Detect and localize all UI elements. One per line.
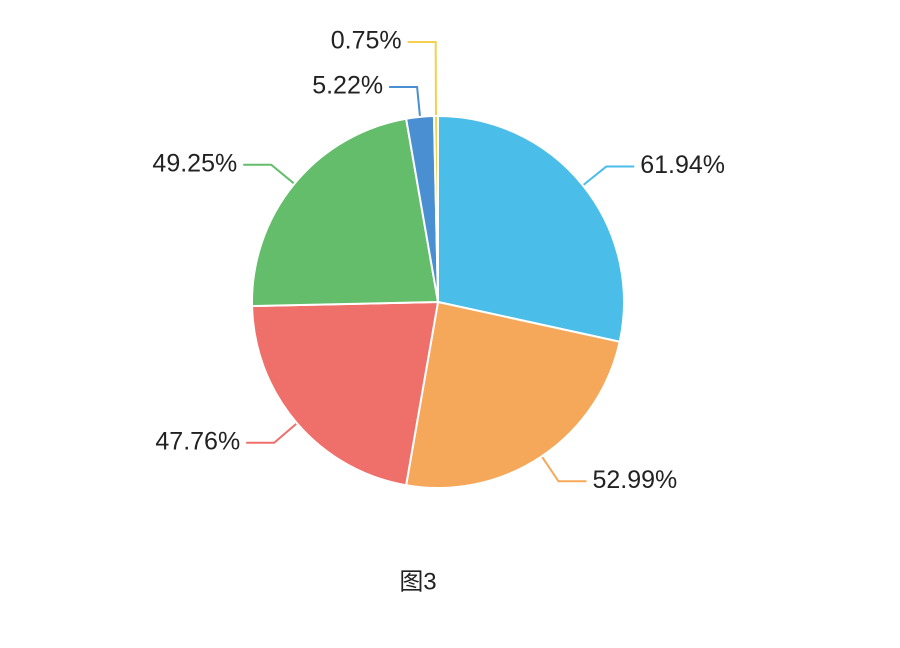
leader-line	[583, 165, 635, 186]
pie-slice	[432, 114, 439, 303]
data-label: 0.75%	[331, 27, 402, 55]
leader-line	[246, 423, 297, 444]
leader-line	[389, 86, 421, 116]
leader-line	[243, 163, 295, 184]
pie-slice	[437, 114, 625, 343]
leader-line	[541, 456, 587, 483]
data-label: 49.25%	[152, 149, 237, 177]
data-label: 5.22%	[312, 72, 383, 100]
pie-slice	[251, 117, 440, 308]
data-label: 61.94%	[640, 151, 725, 179]
pie-slice	[404, 300, 621, 489]
pie-slice	[251, 300, 440, 487]
data-label: 52.99%	[592, 466, 677, 494]
leader-line	[407, 41, 437, 116]
chart-title: 图3	[399, 568, 436, 595]
data-label: 47.76%	[155, 427, 240, 455]
